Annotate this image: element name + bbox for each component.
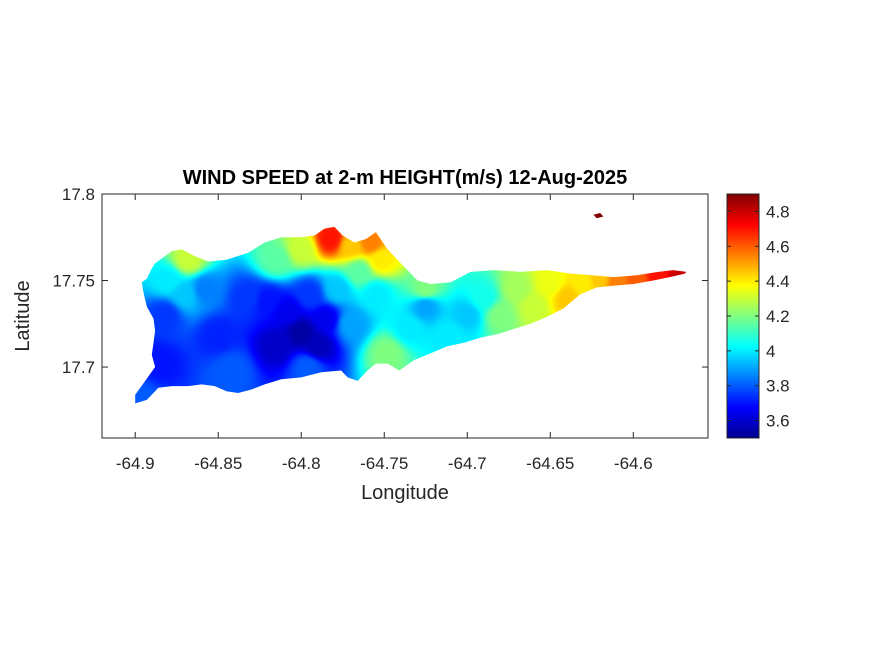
colorbar-gradient bbox=[726, 193, 760, 439]
colorbar-tick-label: 4.4 bbox=[766, 272, 790, 291]
colorbar-tick-label: 3.8 bbox=[766, 377, 790, 396]
y-tick-label: 17.7 bbox=[62, 358, 95, 377]
colorbar-tick-label: 4.8 bbox=[766, 202, 790, 221]
plot-area bbox=[101, 193, 709, 439]
x-tick-label: -64.9 bbox=[116, 454, 155, 473]
x-tick-label: -64.8 bbox=[282, 454, 321, 473]
x-tick-label: -64.85 bbox=[194, 454, 242, 473]
colorbar-tick-label: 4 bbox=[766, 342, 775, 361]
y-tick-label: 17.8 bbox=[62, 185, 95, 204]
y-axis-tick-labels: 17.7 17.75 17.8 bbox=[52, 185, 95, 377]
y-tick-label: 17.75 bbox=[52, 272, 95, 291]
x-tick-label: -64.75 bbox=[360, 454, 408, 473]
colorbar-tick-label: 4.6 bbox=[766, 237, 790, 256]
colorbar-ticks: 3.6 3.8 4 4.2 4.4 4.6 4.8 bbox=[727, 202, 790, 431]
x-tick-label: -64.65 bbox=[526, 454, 574, 473]
plot-frame bbox=[101, 193, 709, 439]
y-axis-label: Latitude bbox=[12, 280, 34, 351]
chart-title: WIND SPEED at 2-m HEIGHT(m/s) 12-Aug-202… bbox=[183, 167, 628, 189]
colorbar-tick-label: 3.6 bbox=[766, 412, 790, 431]
colorbar-tick-label: 4.2 bbox=[766, 307, 790, 326]
x-axis-label: Longitude bbox=[361, 482, 449, 504]
x-axis-tick-labels: -64.9 -64.85 -64.8 -64.75 -64.7 -64.65 -64.6 bbox=[116, 454, 653, 473]
x-tick-label: -64.7 bbox=[448, 454, 487, 473]
x-tick-label: -64.6 bbox=[614, 454, 653, 473]
colorbar: 3.6 3.8 4 4.2 4.4 4.6 4.8 bbox=[726, 193, 790, 439]
